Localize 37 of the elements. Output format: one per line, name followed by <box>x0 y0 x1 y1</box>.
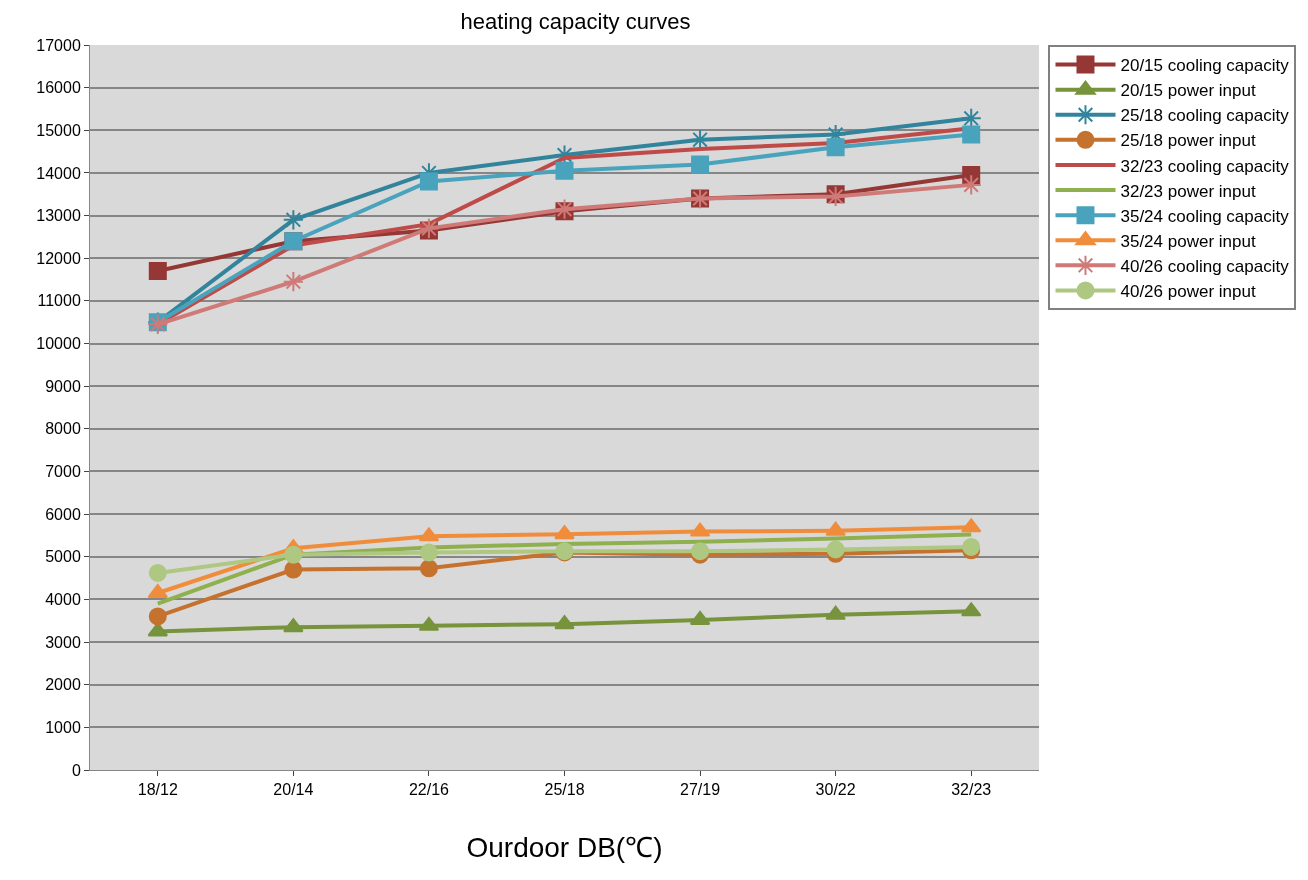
x-tick-label: 18/12 <box>137 781 178 799</box>
x-tick-label: 22/16 <box>408 781 450 799</box>
y-tick-label: 17000 <box>36 36 81 54</box>
legend-label: 32/23 power input <box>1120 181 1256 201</box>
y-tick-label: 7000 <box>45 463 81 481</box>
y-tick-label: 8000 <box>45 420 81 438</box>
y-tick-label: 2000 <box>45 676 81 694</box>
y-tick-label: 4000 <box>45 591 81 609</box>
legend-label: 20/15 power input <box>1120 81 1256 101</box>
chart-title: heating capacity curves <box>460 8 691 34</box>
y-tick-label: 11000 <box>37 292 81 310</box>
x-tick-label: 32/23 <box>951 781 992 799</box>
x-axis-title: Ourdoor DB(℃) <box>466 832 663 864</box>
y-tick-label: 3000 <box>45 633 81 651</box>
legend-label: 40/26 cooling capacity <box>1120 256 1290 276</box>
y-tick-label: 13000 <box>36 207 81 225</box>
x-tick-label: 30/22 <box>815 781 856 799</box>
x-tick-label: 20/14 <box>273 781 314 799</box>
y-tick-label: 9000 <box>45 377 81 395</box>
legend-label: 32/23 cooling capacity <box>1120 156 1290 176</box>
y-tick-label: 0 <box>71 761 81 779</box>
legend-label: 40/26 power input <box>1120 282 1256 302</box>
y-tick-label: 15000 <box>36 121 81 139</box>
y-tick-label: 1000 <box>45 718 81 736</box>
y-tick-label: 5000 <box>45 548 81 566</box>
y-tick-label: 14000 <box>36 164 81 182</box>
y-tick-label: 16000 <box>36 79 81 97</box>
legend-label: 35/24 cooling capacity <box>1120 206 1290 226</box>
legend-label: 25/18 cooling capacity <box>1120 106 1290 126</box>
legend-label: 25/18 power input <box>1120 131 1256 151</box>
y-tick-label: 6000 <box>45 505 81 523</box>
x-tick-label: 27/19 <box>680 781 721 799</box>
legend-label: 20/15 cooling capacity <box>1120 56 1290 76</box>
y-tick-label: 10000 <box>36 335 81 353</box>
y-tick-label: 12000 <box>36 249 81 267</box>
legend-label: 35/24 power input <box>1120 231 1256 251</box>
x-tick-label: 25/18 <box>544 781 585 799</box>
